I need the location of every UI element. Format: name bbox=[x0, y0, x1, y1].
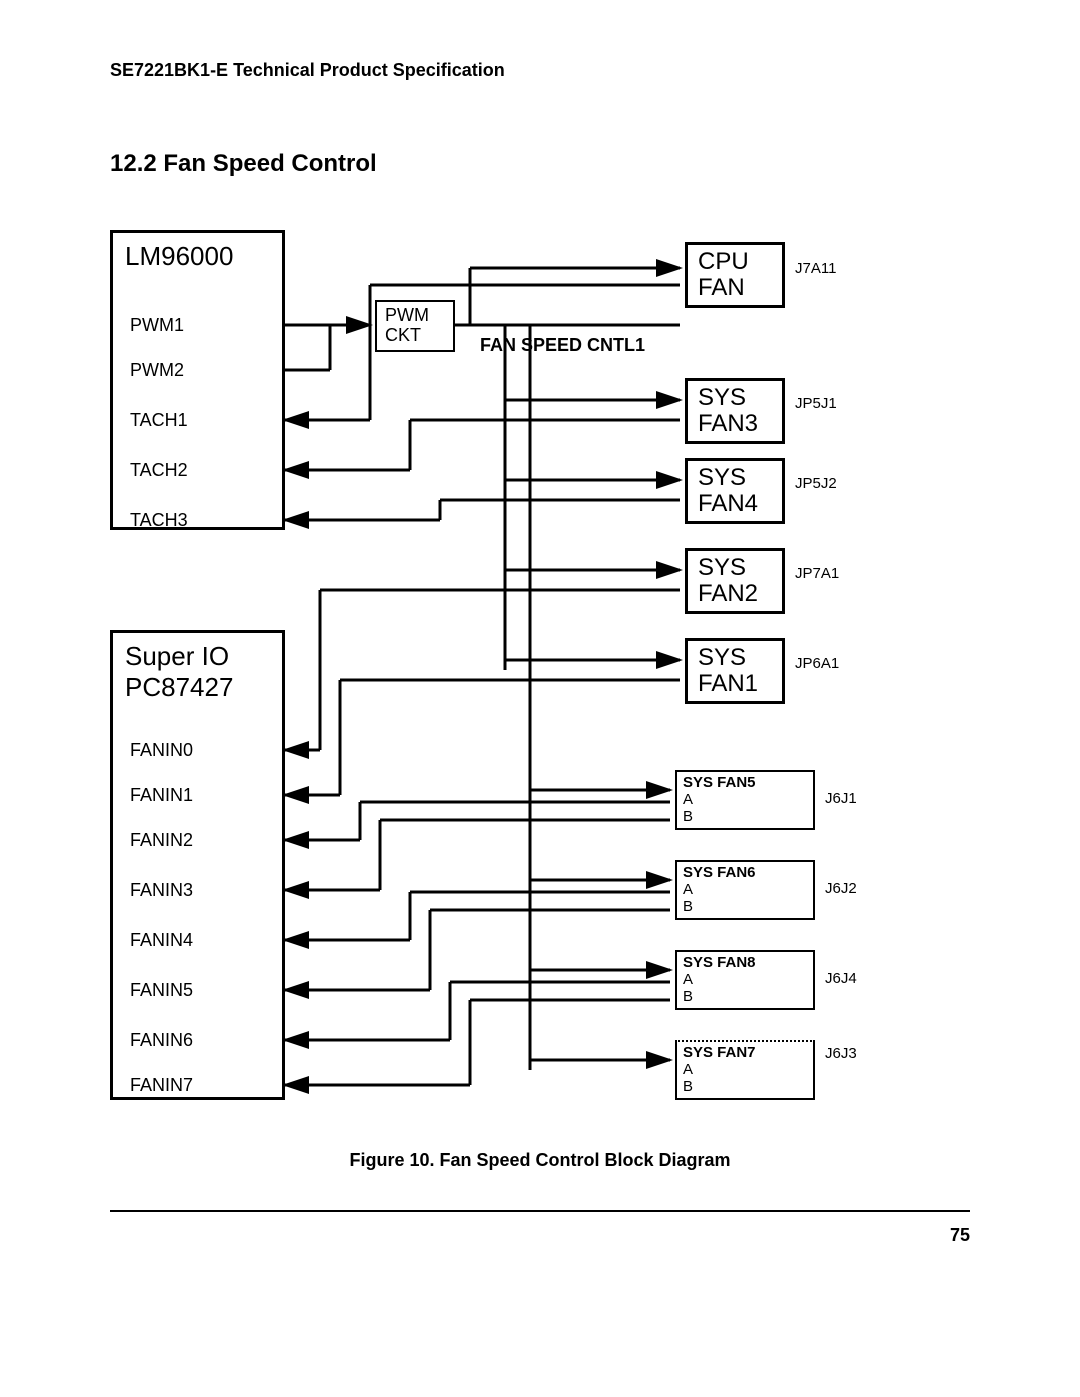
sys-fan6-block: SYS FAN6 A B bbox=[675, 860, 815, 920]
pin-tach3: TACH3 bbox=[130, 510, 188, 531]
pin-fanin5: FANIN5 bbox=[130, 980, 193, 1001]
pin-pwm1: PWM1 bbox=[130, 315, 184, 336]
sys-fan1-line1: SYS bbox=[698, 645, 772, 671]
sys-fan8-a: A bbox=[683, 971, 807, 988]
sys-fan4-block: SYS FAN4 bbox=[685, 458, 785, 524]
figure-caption: Figure 10. Fan Speed Control Block Diagr… bbox=[0, 1150, 1080, 1171]
pin-fanin7: FANIN7 bbox=[130, 1075, 193, 1096]
pwm-ckt-block: PWM CKT bbox=[375, 300, 455, 352]
page: SE7221BK1-E Technical Product Specificat… bbox=[0, 0, 1080, 1397]
pin-fanin0: FANIN0 bbox=[130, 740, 193, 761]
pin-fanin3: FANIN3 bbox=[130, 880, 193, 901]
pin-tach1: TACH1 bbox=[130, 410, 188, 431]
sys-fan2-line2: FAN2 bbox=[698, 581, 772, 607]
sys-fan2-line1: SYS bbox=[698, 555, 772, 581]
pin-fanin6: FANIN6 bbox=[130, 1030, 193, 1051]
sys-fan3-conn: JP5J1 bbox=[795, 395, 837, 412]
sys-fan6-a: A bbox=[683, 881, 807, 898]
page-header: SE7221BK1-E Technical Product Specificat… bbox=[110, 60, 505, 81]
sys-fan7-block: SYS FAN7 A B bbox=[675, 1040, 815, 1100]
sys-fan7-conn: J6J3 bbox=[825, 1045, 857, 1062]
sys-fan5-block: SYS FAN5 A B bbox=[675, 770, 815, 830]
sys-fan3-line1: SYS bbox=[698, 385, 772, 411]
block-diagram: LM96000 PWM1 PWM2 TACH1 TACH2 TACH3 PWM … bbox=[110, 230, 970, 1110]
page-number: 75 bbox=[950, 1225, 970, 1246]
sys-fan8-title: SYS FAN8 bbox=[683, 954, 807, 971]
sys-fan5-a: A bbox=[683, 791, 807, 808]
cpu-fan-block: CPU FAN bbox=[685, 242, 785, 308]
sys-fan7-title: SYS FAN7 bbox=[683, 1044, 807, 1061]
pin-fanin1: FANIN1 bbox=[130, 785, 193, 806]
pwm-ckt-line1: PWM bbox=[385, 306, 445, 326]
pin-tach2: TACH2 bbox=[130, 460, 188, 481]
sys-fan5-title: SYS FAN5 bbox=[683, 774, 807, 791]
pin-fanin4: FANIN4 bbox=[130, 930, 193, 951]
pin-pwm2: PWM2 bbox=[130, 360, 184, 381]
sys-fan4-conn: JP5J2 bbox=[795, 475, 837, 492]
sys-fan3-line2: FAN3 bbox=[698, 411, 772, 437]
cpu-fan-conn: J7A11 bbox=[795, 260, 836, 277]
fan-speed-cntl1-label: FAN SPEED CNTL1 bbox=[480, 335, 645, 356]
sys-fan7-b: B bbox=[683, 1078, 807, 1095]
sys-fan8-conn: J6J4 bbox=[825, 970, 857, 987]
sys-fan1-conn: JP6A1 bbox=[795, 655, 839, 672]
sys-fan8-b: B bbox=[683, 988, 807, 1005]
sys-fan6-b: B bbox=[683, 898, 807, 915]
sys-fan3-block: SYS FAN3 bbox=[685, 378, 785, 444]
superio-title2: PC87427 bbox=[113, 672, 282, 711]
superio-title1: Super IO bbox=[113, 633, 282, 672]
lm96000-title: LM96000 bbox=[113, 233, 282, 280]
pin-fanin2: FANIN2 bbox=[130, 830, 193, 851]
sys-fan4-line1: SYS bbox=[698, 465, 772, 491]
sys-fan1-line2: FAN1 bbox=[698, 671, 772, 697]
sys-fan6-conn: J6J2 bbox=[825, 880, 857, 897]
sys-fan5-conn: J6J1 bbox=[825, 790, 857, 807]
cpu-fan-line2: FAN bbox=[698, 275, 772, 301]
sys-fan8-block: SYS FAN8 A B bbox=[675, 950, 815, 1010]
footer-rule bbox=[110, 1210, 970, 1212]
pwm-ckt-line2: CKT bbox=[385, 326, 445, 346]
sys-fan6-title: SYS FAN6 bbox=[683, 864, 807, 881]
sys-fan5-b: B bbox=[683, 808, 807, 825]
cpu-fan-line1: CPU bbox=[698, 249, 772, 275]
section-title: 12.2 Fan Speed Control bbox=[110, 150, 377, 178]
sys-fan2-conn: JP7A1 bbox=[795, 565, 839, 582]
sys-fan7-a: A bbox=[683, 1061, 807, 1078]
sys-fan4-line2: FAN4 bbox=[698, 491, 772, 517]
sys-fan2-block: SYS FAN2 bbox=[685, 548, 785, 614]
sys-fan1-block: SYS FAN1 bbox=[685, 638, 785, 704]
